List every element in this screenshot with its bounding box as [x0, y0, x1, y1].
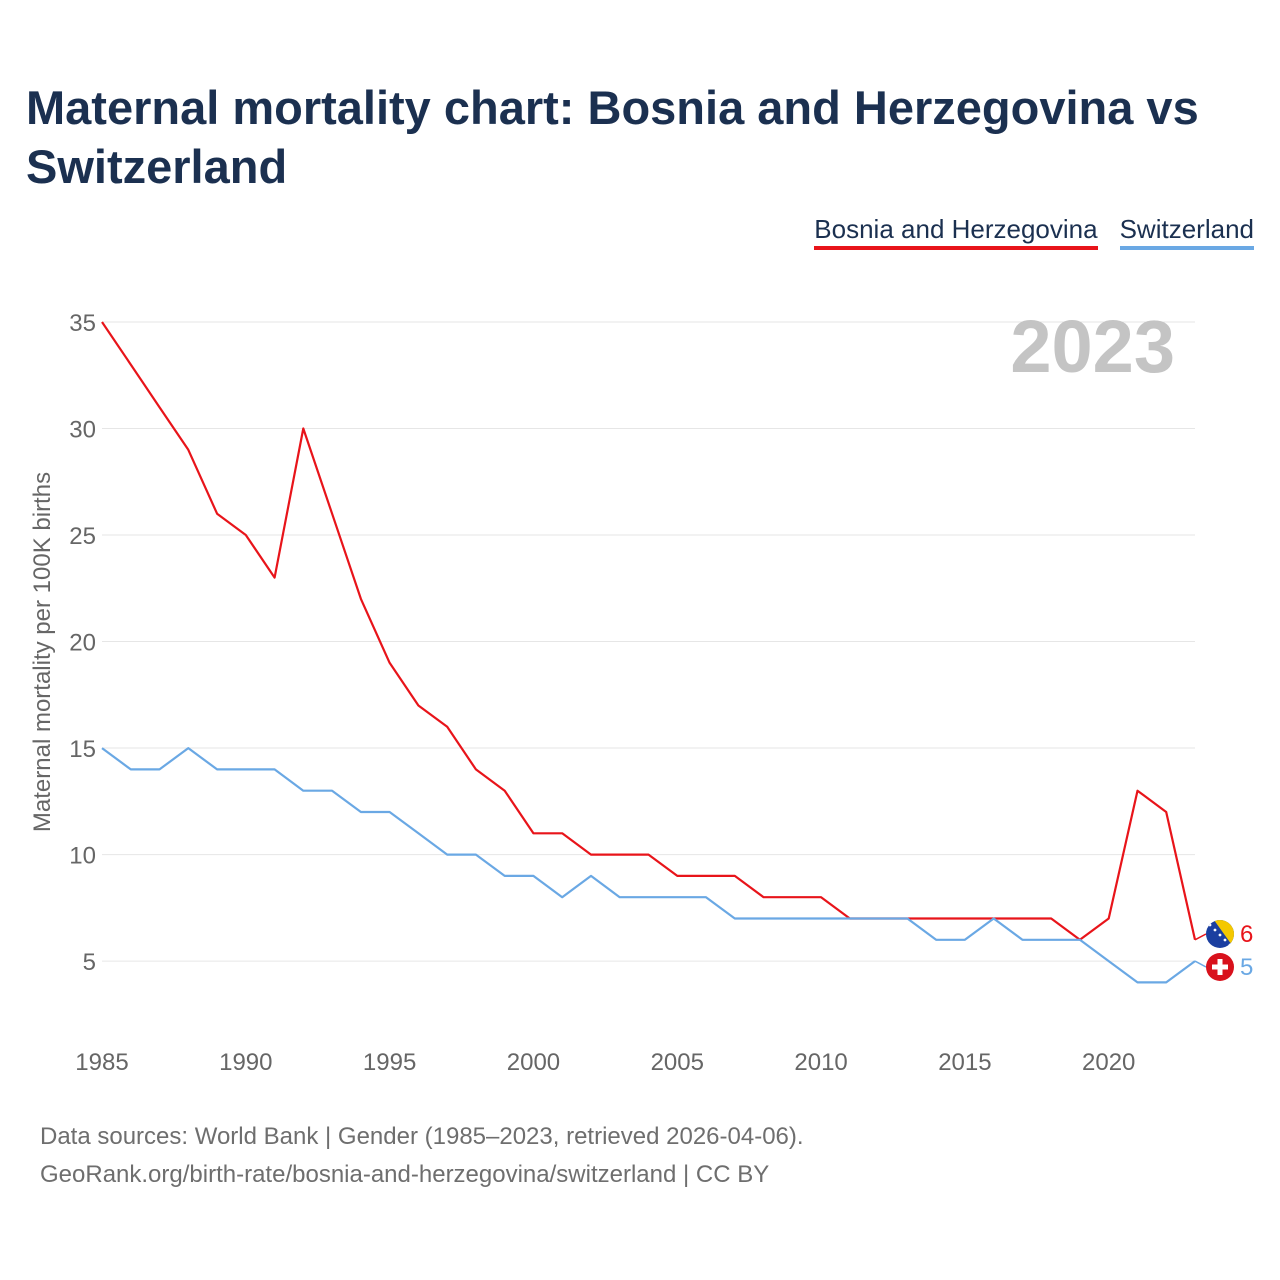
source-line-1: Data sources: World Bank | Gender (1985–… — [40, 1123, 804, 1150]
y-axis-label: Maternal mortality per 100K births — [29, 472, 56, 832]
x-tick-label: 1985 — [75, 1049, 128, 1076]
x-tick-label: 2005 — [651, 1049, 704, 1076]
switzerland-flag-icon — [1206, 953, 1234, 981]
end-value-label: 5 — [1240, 954, 1253, 981]
end-value-label: 6 — [1240, 921, 1253, 948]
x-tick-label: 1990 — [219, 1049, 272, 1076]
y-tick-label: 5 — [83, 949, 96, 976]
y-tick-label: 15 — [69, 736, 96, 763]
y-tick-label: 30 — [69, 417, 96, 444]
x-tick-label: 2020 — [1082, 1049, 1135, 1076]
y-axis-ticks: 5 10 15 20 25 30 35 — [69, 310, 96, 976]
y-tick-label: 20 — [69, 630, 96, 657]
legend-item-switzerland[interactable]: Switzerland — [1119, 214, 1254, 250]
series-line-switzerland[interactable] — [101, 746, 1196, 984]
end-connector — [1194, 933, 1207, 941]
legend: Bosnia and Herzegovina Switzerland — [814, 214, 1254, 250]
x-tick-label: 2000 — [507, 1049, 560, 1076]
legend-item-bosnia[interactable]: Bosnia and Herzegovina — [814, 214, 1098, 250]
chart-title: Maternal mortality chart: Bosnia and Her… — [26, 81, 1199, 193]
x-tick-label: 2015 — [938, 1049, 991, 1076]
x-axis-ticks: 1985 1990 1995 2000 2005 2010 2015 2020 — [75, 1049, 1135, 1076]
data-source: Data sources: World Bank | Gender (1985–… — [40, 1118, 804, 1194]
source-line-2[interactable]: GeoRank.org/birth-rate/bosnia-and-herzeg… — [40, 1161, 770, 1188]
y-tick-label: 10 — [69, 843, 96, 870]
x-tick-label: 1995 — [363, 1049, 416, 1076]
year-label: 2023 — [1010, 305, 1175, 388]
bosnia-flag-icon — [1206, 920, 1234, 948]
x-tick-label: 2010 — [794, 1049, 847, 1076]
end-connector — [1194, 960, 1207, 968]
end-labels: 65 — [1194, 920, 1253, 981]
series-layer — [101, 321, 1197, 984]
y-tick-label: 35 — [69, 310, 96, 337]
line-chart: 2023 5 10 15 20 25 30 35 1985 1990 1995 2000 2005 2… — [29, 305, 1253, 1076]
series-line-bosnia[interactable] — [101, 321, 1197, 941]
y-tick-label: 25 — [69, 523, 96, 550]
gridlines — [102, 321, 1195, 962]
